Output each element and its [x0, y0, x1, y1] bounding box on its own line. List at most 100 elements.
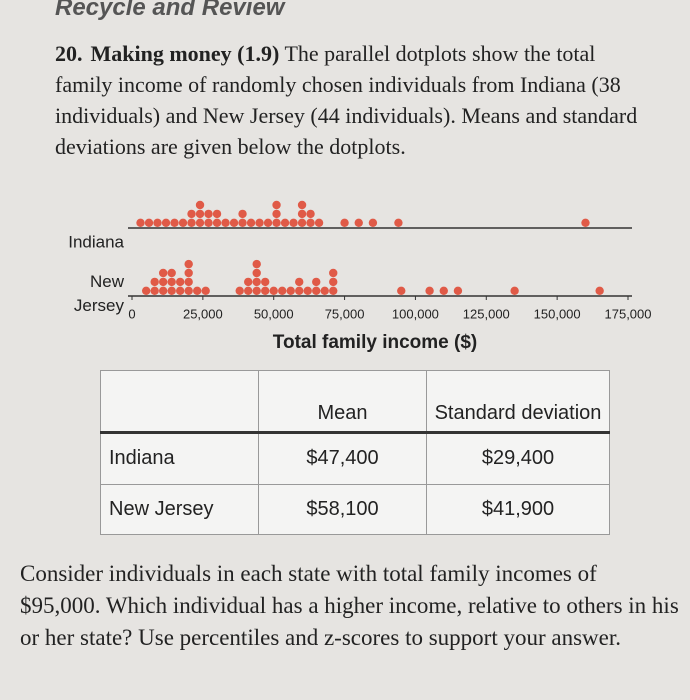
dot — [158, 277, 168, 287]
dot — [272, 209, 281, 219]
dot — [425, 286, 434, 295]
dot — [286, 286, 295, 295]
dot — [320, 286, 329, 295]
dot — [289, 218, 298, 227]
dot — [158, 268, 168, 278]
cell: $41,900 — [426, 483, 610, 536]
dot — [261, 277, 270, 287]
dot — [238, 218, 247, 227]
dot — [394, 218, 403, 227]
dot — [141, 286, 151, 295]
dot — [178, 218, 188, 227]
dot — [221, 218, 230, 227]
dot — [158, 286, 168, 295]
dot — [329, 286, 338, 295]
dot — [150, 277, 159, 287]
dot — [297, 209, 307, 219]
cell: $58,100 — [258, 483, 427, 536]
dot — [201, 286, 210, 295]
dot — [153, 218, 162, 227]
dot — [263, 218, 273, 227]
dot — [184, 268, 193, 278]
summary-table: Mean Standard deviation Indiana $47,400 $29… — [100, 370, 610, 536]
dot — [195, 209, 205, 219]
dot — [195, 218, 205, 227]
dot — [187, 209, 196, 219]
dot — [167, 268, 176, 278]
group-label: Indiana — [68, 232, 124, 251]
dot — [244, 286, 253, 295]
dot — [354, 218, 363, 227]
dot — [184, 286, 193, 295]
dot — [204, 218, 213, 227]
x-axis-label: Total family income ($) — [273, 332, 477, 353]
dot — [297, 200, 307, 210]
dot — [252, 286, 261, 295]
dot — [136, 218, 145, 227]
dot — [439, 286, 448, 295]
dot — [595, 286, 604, 295]
dot — [397, 286, 406, 295]
dot — [167, 286, 176, 295]
dot — [144, 218, 154, 227]
dot — [238, 209, 247, 219]
dot — [255, 218, 264, 227]
dot — [212, 209, 222, 219]
dot — [161, 218, 171, 227]
dot — [368, 218, 378, 227]
column-header: Mean — [258, 370, 427, 434]
dot — [269, 286, 278, 295]
problem: 20. Making money (1.9) The parallel dotpl… — [55, 38, 640, 162]
dot — [184, 277, 193, 287]
dot — [272, 218, 281, 227]
dot — [314, 218, 324, 227]
group-label: New Jersey — [74, 272, 125, 315]
corner-cell — [100, 370, 259, 434]
dot — [295, 286, 304, 295]
dot — [175, 286, 185, 295]
x-tick-label: 75,000 — [325, 306, 365, 321]
dot — [212, 218, 222, 227]
dot — [510, 286, 519, 295]
dot — [303, 286, 312, 295]
dot — [184, 259, 193, 269]
dot — [329, 277, 338, 287]
dot — [252, 277, 261, 287]
x-tick-label: 100,000 — [392, 306, 439, 321]
dot — [244, 277, 253, 287]
dot — [235, 286, 244, 295]
dot — [170, 218, 179, 227]
dotplot: Indiana New Jersey 0 25,000 50,000 75,000 100,0… — [68, 200, 652, 353]
dot — [312, 286, 321, 295]
cell: $47,400 — [258, 431, 427, 485]
x-tick-label: 25,000 — [183, 306, 223, 321]
cell: New Jersey — [100, 483, 259, 536]
dot — [340, 218, 349, 227]
x-tick-label: 0 — [128, 306, 135, 321]
dot — [312, 277, 321, 287]
x-tick-label: 125,000 — [463, 306, 510, 321]
dot — [195, 200, 205, 210]
column-header: Standard deviation — [426, 370, 610, 434]
section-title: Recycle and Review — [55, 0, 285, 21]
dot — [295, 277, 304, 287]
dot — [192, 286, 202, 295]
dot — [150, 286, 159, 295]
dot — [306, 209, 315, 219]
dot — [246, 218, 256, 227]
dot — [453, 286, 463, 295]
dot — [297, 218, 307, 227]
dot — [229, 218, 239, 227]
dot — [280, 218, 290, 227]
problem-heading: Making money (1.9) — [90, 41, 280, 66]
dot — [252, 259, 261, 269]
dot — [167, 277, 176, 287]
dot — [261, 286, 270, 295]
dot — [329, 268, 338, 278]
cell: $29,400 — [426, 431, 610, 485]
problem-text: The parallel dotplots show the total fam… — [55, 41, 638, 159]
dot — [306, 218, 315, 227]
dot — [272, 200, 281, 210]
dot — [187, 218, 196, 227]
